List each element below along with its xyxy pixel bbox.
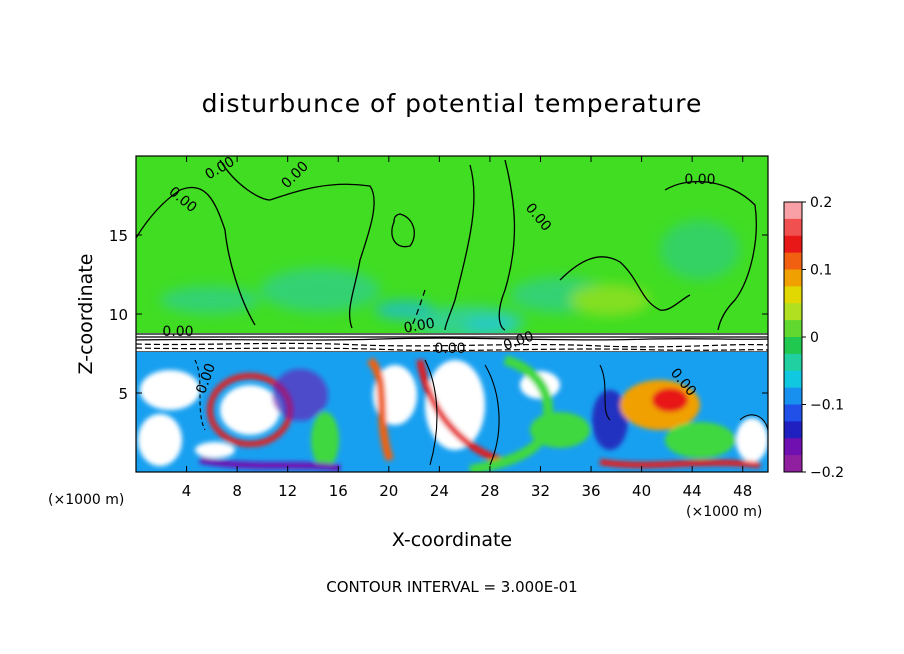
upper-contours	[136, 159, 757, 331]
colorbar-swatch	[784, 303, 802, 321]
colorbar-tick-label: 0.2	[810, 195, 832, 211]
contour-label: 0.00	[684, 172, 715, 188]
y-axis: 5 10 15	[109, 227, 768, 403]
colorbar-swatch	[784, 387, 802, 405]
x-tick-label: 20	[379, 482, 398, 500]
colorbar-swatch	[784, 438, 802, 456]
colorbar: 0.2 0.1 0 −0.1 −0.2	[783, 195, 844, 481]
x-axis-label: X-coordinate	[392, 529, 512, 551]
colorbar-swatch	[784, 353, 802, 372]
x-tick-label: 24	[430, 482, 449, 500]
colorbar-swatch	[784, 252, 802, 270]
x-tick-label: 12	[278, 482, 297, 500]
lower-layer-eddies	[138, 355, 768, 472]
lower-contours	[194, 359, 768, 466]
x-axis: 4 8 12 16 20 24 28 32 36 40 44 48	[182, 156, 752, 500]
x-tick-label: 40	[632, 482, 651, 500]
colorbar-swatch	[784, 286, 802, 304]
x-tick-label: 28	[480, 482, 499, 500]
colorbar-tick-label: 0.1	[810, 263, 832, 279]
x-tick-label: 44	[683, 482, 702, 500]
upper-layer-texture	[160, 220, 740, 338]
x-tick-label: 8	[232, 482, 242, 500]
colorbar-tick-label: −0.2	[810, 465, 844, 481]
inversion-band	[136, 333, 768, 353]
colorbar-swatch	[784, 218, 802, 237]
contour-label: 0.00	[403, 315, 436, 336]
colorbar-swatch	[784, 455, 802, 473]
contour-interval-note: CONTOUR INTERVAL = 3.000E-01	[326, 578, 577, 596]
colorbar-swatch	[784, 337, 802, 355]
y-tick-label: 15	[109, 227, 128, 245]
x-tick-label: 4	[182, 482, 192, 500]
colorbar-swatch	[784, 421, 802, 439]
colorbar-tick-label: −0.1	[810, 398, 844, 414]
contour-label: 0.00	[162, 324, 193, 340]
colorbar-swatch	[784, 235, 802, 254]
chart-title: disturbunce of potential temperature	[202, 89, 703, 118]
contour-label: 0.00	[434, 341, 465, 357]
colorbar-swatch	[784, 370, 802, 389]
colorbar-swatch	[784, 269, 802, 287]
x-unit-right: (×1000 m)	[686, 504, 762, 520]
x-unit-left: (×1000 m)	[48, 492, 124, 508]
colorbar-swatch	[784, 404, 802, 422]
x-tick-label: 16	[329, 482, 348, 500]
x-tick-label: 48	[733, 482, 752, 500]
colorbar-swatch	[784, 320, 802, 338]
y-tick-label: 10	[109, 306, 128, 324]
y-tick-label: 5	[118, 385, 128, 403]
x-tick-label: 36	[581, 482, 600, 500]
plot-area	[136, 156, 768, 472]
colorbar-tick-label: 0	[810, 330, 819, 346]
y-axis-label: Z-coordinate	[75, 254, 97, 375]
x-tick-label: 32	[531, 482, 550, 500]
colorbar-swatch	[784, 202, 802, 220]
